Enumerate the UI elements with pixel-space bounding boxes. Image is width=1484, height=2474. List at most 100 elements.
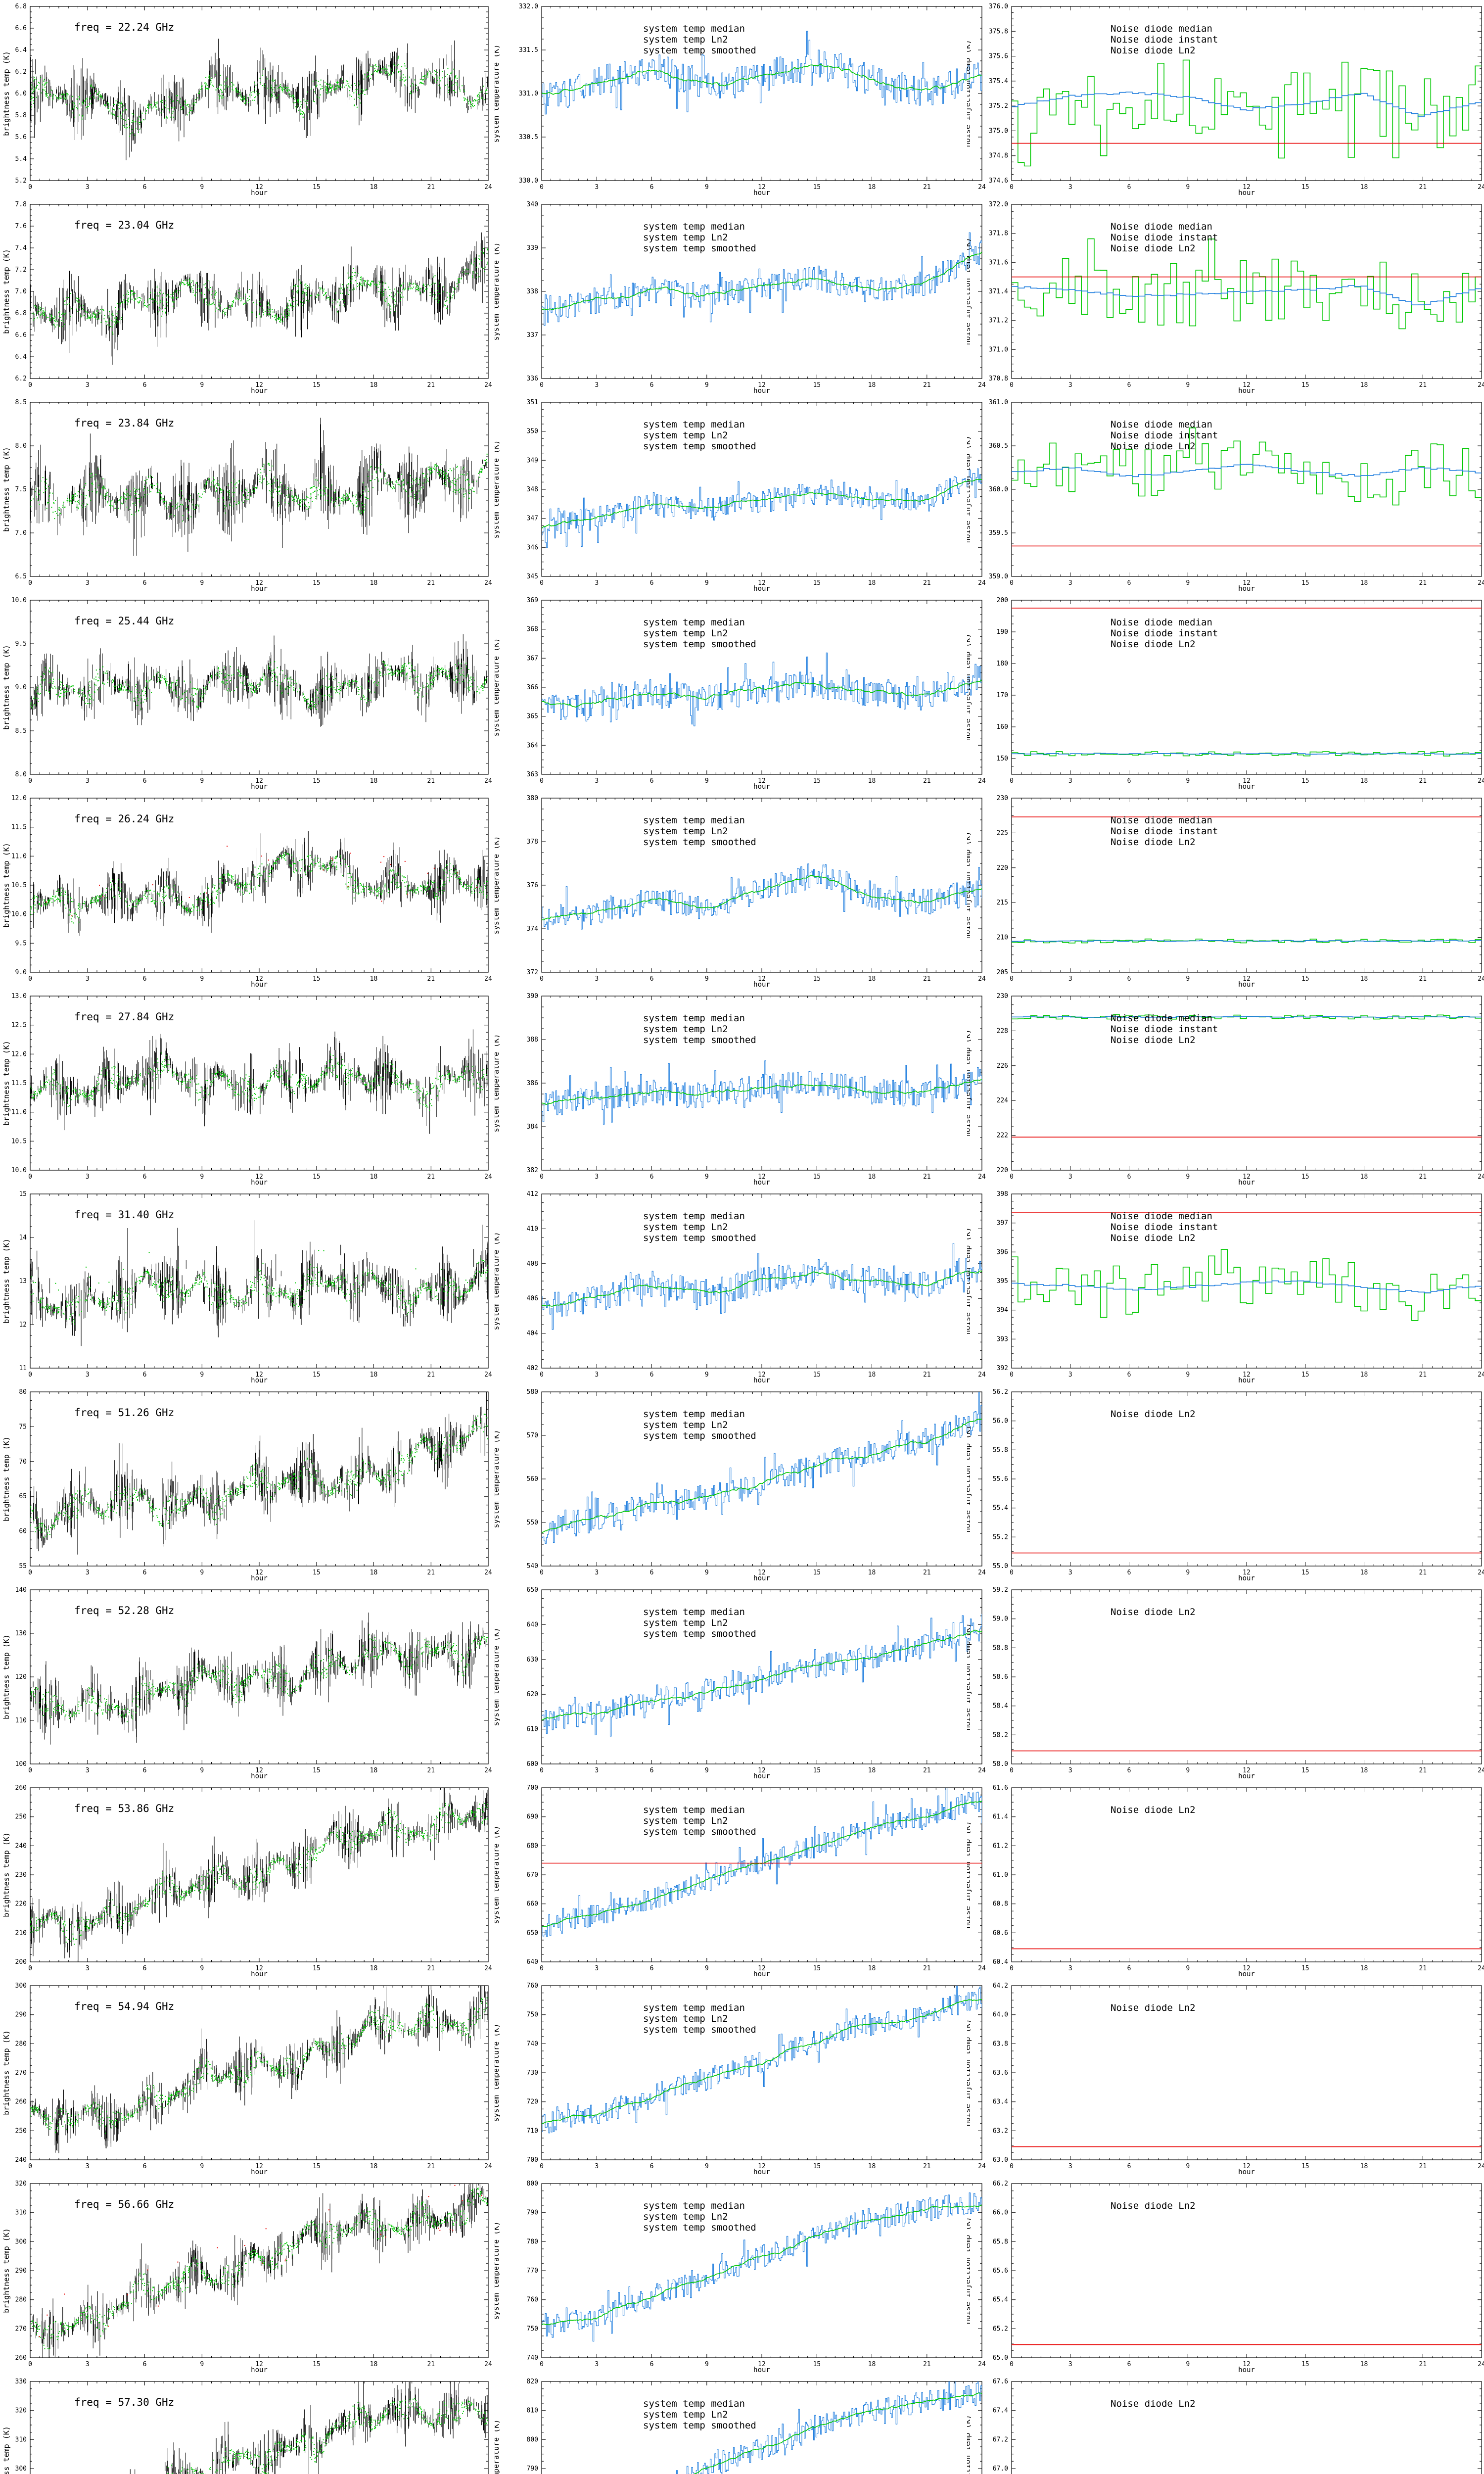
x-axis-label: hour: [753, 189, 770, 197]
svg-text:67.6: 67.6: [993, 2378, 1008, 2385]
svg-text:790: 790: [527, 2465, 538, 2473]
legend-entry-blue: system temp median: [643, 221, 745, 232]
svg-text:150: 150: [997, 755, 1008, 762]
svg-text:6: 6: [650, 2163, 654, 2170]
svg-text:24: 24: [978, 2361, 986, 2368]
svg-text:12: 12: [255, 2361, 263, 2368]
x-axis-label: hour: [753, 1377, 770, 1384]
svg-text:408: 408: [527, 1260, 538, 1268]
system-temp-median-line: [664, 2381, 982, 2474]
system-temp-median-line: [542, 1614, 982, 1737]
x-axis-label: hour: [1238, 1179, 1255, 1187]
scatter-green-points: [30, 852, 488, 924]
svg-text:371.4: 371.4: [989, 288, 1008, 295]
x-axis-label: hour: [251, 1179, 268, 1187]
svg-text:15: 15: [813, 2163, 821, 2170]
svg-text:60.4: 60.4: [993, 1958, 1008, 1966]
system-temp-smoothed-line: [542, 679, 982, 708]
svg-text:0: 0: [1010, 2361, 1014, 2368]
svg-text:9: 9: [705, 1569, 709, 1576]
svg-text:6: 6: [650, 1569, 654, 1576]
svg-text:18: 18: [868, 1569, 876, 1576]
svg-text:9.5: 9.5: [15, 640, 27, 648]
svg-text:6.2: 6.2: [15, 375, 27, 382]
svg-text:550: 550: [527, 1519, 538, 1526]
brightness-temp-plot: 03691215182124270280290300310320330hourb…: [2, 2378, 489, 2474]
plot-row-52.28: 0 3 6 9 12 15 18 21 24 100 110 120 130 140 hour brightn…: [0, 1583, 1484, 1781]
svg-text:12: 12: [758, 2163, 766, 2170]
svg-text:0: 0: [540, 1371, 544, 1379]
svg-text:11.5: 11.5: [11, 824, 27, 831]
legend-entry-blue: system temp median: [643, 2398, 745, 2409]
scatter-green-points: [30, 1997, 488, 2134]
svg-text:24: 24: [484, 1371, 492, 1379]
svg-text:374: 374: [527, 925, 539, 933]
svg-text:3: 3: [1068, 1569, 1072, 1576]
svg-text:222: 222: [997, 1132, 1008, 1140]
svg-text:5.8: 5.8: [15, 112, 27, 119]
svg-text:160: 160: [997, 723, 1008, 731]
legend-entry-red: system temp Ln2: [643, 1222, 728, 1233]
svg-text:6.6: 6.6: [15, 25, 27, 32]
svg-text:12: 12: [758, 777, 766, 785]
svg-text:12: 12: [758, 381, 766, 389]
svg-text:24: 24: [484, 184, 492, 191]
svg-text:180: 180: [997, 660, 1008, 667]
noise-diode-plot: 0 3 6 9 12 15 18 21 24359.0359.5360.0360.5361.0h…: [967, 399, 1484, 593]
noise-diode-plot: 0 3 6 9 12 15 18 21 24 150 160 170 180 190 200 hour nois…: [967, 597, 1484, 791]
svg-text:331.5: 331.5: [519, 47, 538, 54]
svg-text:250: 250: [15, 2127, 27, 2135]
scatter-black-errorbars: [130, 2381, 488, 2474]
svg-text:18: 18: [370, 1767, 378, 1774]
legend-entry-blue: system temp median: [643, 1409, 745, 1420]
x-axis-label: hour: [1238, 981, 1255, 989]
svg-text:12: 12: [255, 1965, 263, 1972]
y-axis-label: brightness temp (K): [2, 1634, 11, 1719]
svg-text:21: 21: [923, 2361, 931, 2368]
svg-text:0: 0: [1010, 579, 1014, 587]
svg-text:21: 21: [1419, 579, 1427, 587]
svg-text:9: 9: [1186, 579, 1190, 587]
x-axis-label: hour: [251, 189, 268, 197]
legend-entry-red: system temp Ln2: [643, 826, 728, 837]
svg-text:7.8: 7.8: [15, 201, 27, 208]
svg-text:18: 18: [868, 1767, 876, 1774]
svg-text:9: 9: [1186, 1371, 1190, 1379]
system-temp-smoothed-line: [542, 875, 982, 920]
svg-text:3: 3: [595, 1965, 599, 1972]
svg-text:18: 18: [868, 1965, 876, 1972]
scatter-green-points: [30, 1052, 488, 1111]
svg-text:15: 15: [813, 777, 821, 785]
svg-text:18: 18: [370, 579, 378, 587]
plot-row-56.66: 0 3 6 9 12 15 18 21 24 260 270 280 290 300 310 320 hour b…: [0, 2177, 1484, 2375]
svg-text:6: 6: [1127, 1767, 1131, 1774]
svg-text:60.8: 60.8: [993, 1901, 1008, 1908]
svg-text:332.0: 332.0: [519, 3, 538, 10]
svg-text:65.8: 65.8: [993, 2238, 1008, 2245]
svg-text:800: 800: [527, 2180, 538, 2188]
svg-text:9.0: 9.0: [15, 969, 27, 976]
svg-text:660: 660: [527, 1901, 538, 1908]
x-axis-label: hour: [251, 981, 268, 989]
svg-text:21: 21: [427, 975, 435, 983]
svg-text:24: 24: [1478, 1173, 1484, 1181]
svg-text:15: 15: [313, 184, 321, 191]
x-axis-label: hour: [1238, 387, 1255, 395]
svg-text:640: 640: [527, 1621, 538, 1628]
scatter-black-errorbars: [31, 634, 488, 727]
svg-text:120: 120: [15, 1673, 27, 1681]
legend-entry-blue: system temp median: [643, 617, 745, 628]
svg-text:3: 3: [1068, 1371, 1072, 1379]
svg-text:0: 0: [540, 1965, 544, 1972]
svg-text:21: 21: [1419, 777, 1427, 785]
svg-text:15: 15: [813, 1371, 821, 1379]
svg-text:6: 6: [1127, 777, 1131, 785]
legend-entry-green: Noise diode instant: [1111, 1222, 1218, 1233]
svg-text:3: 3: [595, 1371, 599, 1379]
scatter-red-flags: [46, 846, 478, 916]
svg-text:21: 21: [923, 975, 931, 983]
legend-entry-green: system temp smoothed: [643, 1430, 756, 1441]
svg-text:6: 6: [143, 1965, 147, 1972]
svg-text:9: 9: [705, 2361, 709, 2368]
svg-text:18: 18: [370, 184, 378, 191]
